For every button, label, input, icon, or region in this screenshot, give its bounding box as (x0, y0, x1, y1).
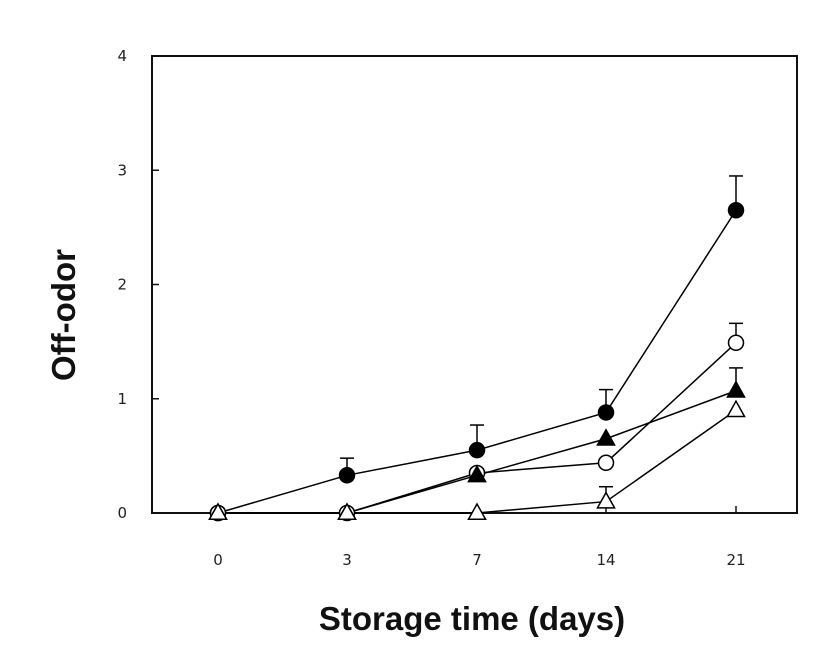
data-point (596, 491, 616, 509)
series-1 (217, 175, 743, 514)
data-point (597, 454, 615, 471)
data-point (337, 502, 357, 521)
y-tick-label: 3 (117, 161, 127, 179)
data-point (468, 441, 486, 459)
data-point (597, 404, 615, 421)
x-tick-label: 3 (342, 551, 352, 569)
data-point (596, 428, 616, 446)
data-point (338, 467, 356, 484)
x-axis-title: Storage time (days) (319, 600, 625, 637)
series-layer (208, 175, 746, 522)
x-tick-label: 14 (596, 551, 615, 569)
y-tick-label: 2 (117, 276, 127, 294)
data-point (467, 464, 487, 483)
data-point (727, 334, 745, 352)
y-tick-label: 0 (117, 504, 127, 522)
x-tick-label: 7 (472, 551, 482, 569)
series-4-markers (208, 399, 746, 521)
series-3 (218, 367, 743, 514)
data-point (727, 201, 745, 219)
x-tick-label: 21 (726, 551, 745, 569)
y-tick-label: 1 (117, 390, 127, 408)
y-axis: 0 1 2 3 4 (117, 47, 159, 522)
series-2 (218, 322, 743, 514)
data-point (208, 502, 228, 521)
data-point (726, 380, 746, 398)
y-tick-label: 4 (117, 47, 127, 65)
x-tick-label: 0 (213, 551, 223, 569)
data-point (726, 399, 746, 418)
data-point (467, 502, 487, 521)
y-axis-title: Off-odor (45, 249, 82, 381)
